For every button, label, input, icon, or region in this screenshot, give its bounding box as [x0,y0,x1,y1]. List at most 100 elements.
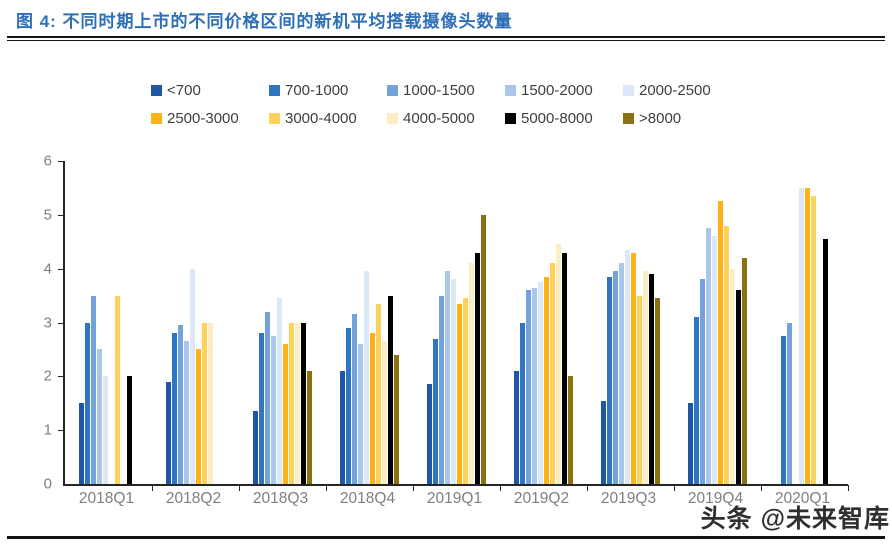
legend-label: 1500-2000 [521,82,593,99]
x-tick [325,485,327,491]
bar [451,279,456,484]
bar [526,290,531,484]
bar [781,335,786,484]
bar [688,403,693,484]
watermark: 头条 @未来智库 [700,505,890,533]
legend-label: <700 [167,82,201,99]
x-axis-label: 2019Q1 [426,490,483,507]
bar [382,341,387,484]
bar-group [587,161,674,484]
bar [631,252,636,484]
bar [601,400,606,484]
x-axis-label: 2018Q3 [252,490,309,507]
y-axis-label: 6 [43,152,52,170]
x-axis-label: 2018Q1 [78,490,135,507]
legend-row: 2500-3000 3000-4000 4000-5000 5000-8000 >800… [151,110,741,127]
legend-label: 4000-5000 [403,110,475,127]
legend-label: 3000-4000 [285,110,357,127]
bar [811,196,816,484]
x-tick [239,485,240,491]
bar [718,201,723,484]
x-axis-label: 2018Q2 [165,490,222,507]
bar [289,322,294,484]
bar [370,333,375,484]
bar [388,295,393,484]
x-tick [152,485,153,491]
bar [103,376,108,484]
bar [607,276,612,484]
bar [613,271,618,484]
bar [475,252,480,484]
plot-area [65,161,848,484]
bar [730,268,735,484]
bar [805,187,810,484]
bar [346,327,351,484]
legend-item: 5000-8000 [505,110,623,127]
bar [481,214,486,484]
bar [358,344,363,484]
bar [127,376,132,484]
x-tick [848,485,849,491]
legend-swatch [151,85,162,96]
bar [259,333,264,484]
bar [514,370,519,484]
bar [619,263,624,484]
y-axis-label: 0 [43,475,52,493]
y-axis-label: 2 [43,367,52,385]
bar [550,263,555,484]
bar [283,344,288,484]
bar [544,276,549,484]
y-tick [58,376,65,378]
bar-group [500,161,587,484]
bar [376,303,381,484]
bar [655,298,660,484]
y-tick [58,268,65,270]
y-tick [58,430,65,432]
bar [700,279,705,484]
bar [190,268,195,484]
legend-label: 700-1000 [285,82,349,99]
bar [649,274,654,484]
x-tick [500,485,501,491]
legend-label: 5000-8000 [521,110,593,127]
legend-swatch [387,85,398,96]
bar [172,333,177,484]
legend-item: 1500-2000 [505,82,623,99]
bar [463,298,468,484]
y-axis-label: 1 [43,421,52,439]
bar [97,349,102,484]
bar [469,263,474,484]
bar [427,384,432,484]
y-axis-label: 4 [43,260,52,278]
bar [178,325,183,484]
bar-group [239,161,326,484]
legend-label: 2000-2500 [639,82,711,99]
legend-item: <700 [151,82,269,99]
bar [445,271,450,484]
figure-title: 图 4: 不同时期上市的不同价格区间的新机平均搭载摄像头数量 [16,12,513,31]
bar [295,322,300,484]
bar [556,244,561,484]
x-axis-label: 2019Q4 [687,490,744,507]
bar [637,295,642,484]
y-tick [58,161,65,162]
bar [265,311,270,484]
bar [307,370,312,484]
y-axis-label: 3 [43,314,52,331]
x-axis-label: 2019Q3 [600,490,657,507]
bar-group [674,161,761,484]
legend-label: 2500-3000 [167,110,239,127]
bar [625,249,630,484]
y-tick [58,214,65,216]
legend-swatch [505,113,516,124]
bar [202,322,207,484]
bar [799,187,804,484]
bar [433,338,438,484]
bar-group [761,161,848,484]
bar [532,287,537,484]
bar [706,228,711,484]
title-divider [7,36,885,41]
bar [439,295,444,484]
legend-item: 700-1000 [269,82,387,99]
bar [196,349,201,484]
